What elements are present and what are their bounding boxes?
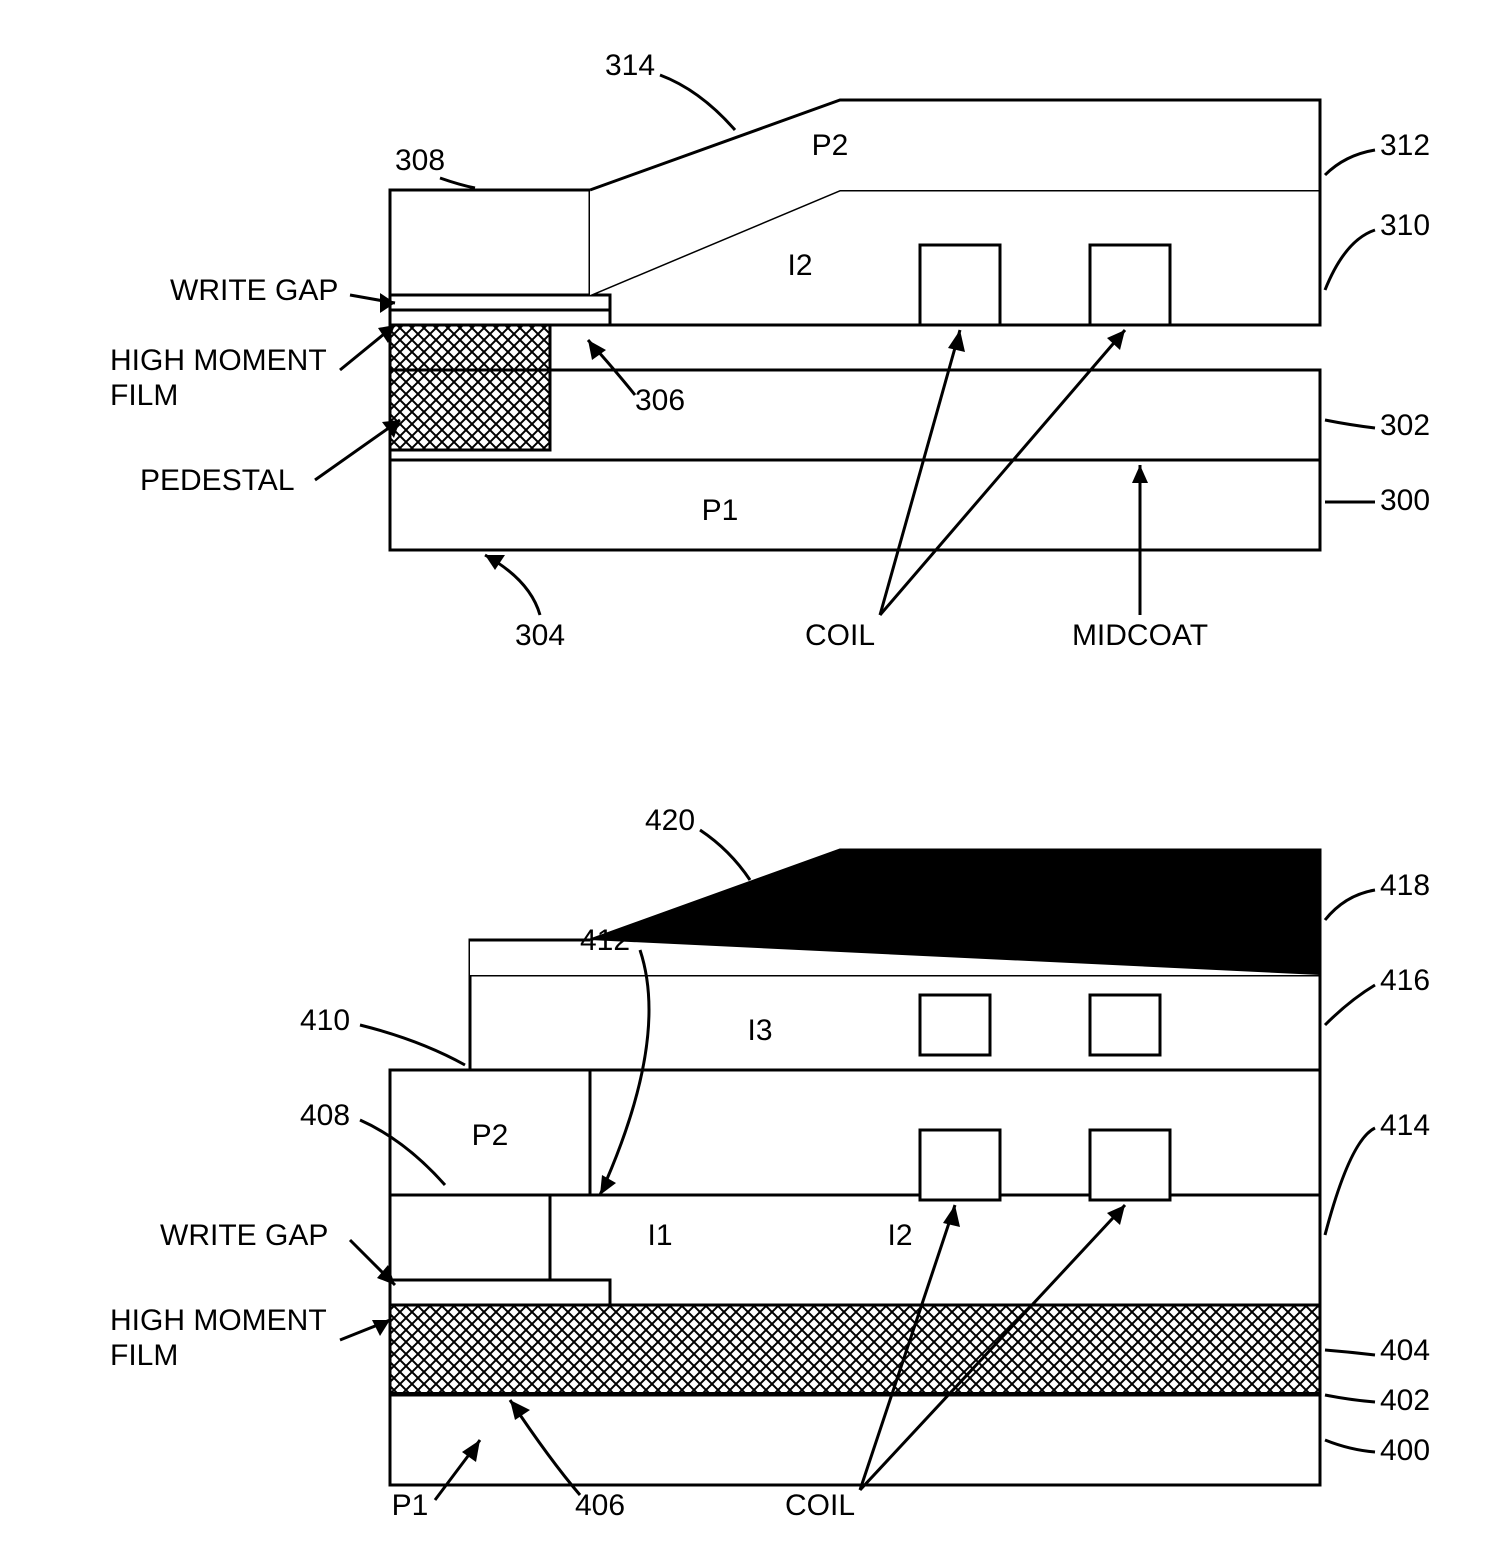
fig2-i3-region	[470, 975, 1320, 1070]
fig2-hm-label-2: FILM	[110, 1339, 178, 1372]
ref-310: 310	[1380, 209, 1430, 242]
fig2-p1-layer	[390, 1395, 1320, 1485]
fig2-ref-420: 420	[645, 804, 695, 837]
p2-label: P2	[812, 129, 849, 162]
ref-312: 312	[1380, 129, 1430, 162]
fig2-ref-404: 404	[1380, 1334, 1430, 1367]
fig2-ref-412: 412	[580, 924, 630, 957]
fig2-ref-414: 414	[1380, 1109, 1430, 1142]
pedestal	[390, 325, 550, 450]
fig2-hm-label-1: HIGH MOMENT	[110, 1304, 327, 1337]
ref-306: 306	[635, 384, 685, 417]
figure-1: P1 I2 P2 WRITE GAP HIGH MOMENT FILM PEDE…	[110, 49, 1430, 652]
fig2-p3-label: P3	[822, 884, 859, 917]
ref-302: 302	[1380, 409, 1430, 442]
fig2-write-gap-layer	[390, 1280, 610, 1305]
fig2-ref-408: 408	[300, 1099, 350, 1132]
fig2-coil-lower-2	[1090, 1130, 1170, 1200]
fig2-write-gap-label: WRITE GAP	[160, 1219, 328, 1252]
ref-304: 304	[515, 619, 565, 652]
write-gap-label: WRITE GAP	[170, 274, 338, 307]
fig2-p2-label: P2	[472, 1119, 509, 1152]
fig2-coil-upper-2	[1090, 995, 1160, 1055]
fig2-ref-416: 416	[1380, 964, 1430, 997]
fig2-hm-layer	[390, 1305, 1320, 1395]
fig2-ref-410: 410	[300, 1004, 350, 1037]
diagram-svg: P1 I2 P2 WRITE GAP HIGH MOMENT FILM PEDE…	[40, 40, 1458, 1520]
fig2-ref-402: 402	[1380, 1384, 1430, 1417]
high-moment-film-label: HIGH MOMENT	[110, 344, 327, 377]
ref-308: 308	[395, 144, 445, 177]
fig2-i1-label: I1	[647, 1219, 672, 1252]
fig2-coil-upper-1	[920, 995, 990, 1055]
write-gap-layer	[390, 295, 610, 310]
fig2-coil-label: COIL	[785, 1489, 855, 1520]
fig2-i2-label: I2	[887, 1219, 912, 1252]
p1-label: P1	[702, 494, 739, 527]
svg-text:FILM: FILM	[110, 379, 178, 412]
coil-1	[920, 245, 1000, 325]
high-moment-film-layer	[390, 310, 610, 325]
figure-2: I2 I1 P2 I3 P3 WRITE GAP HIGH MOMENT FIL…	[110, 804, 1430, 1520]
i2-label: I2	[787, 249, 812, 282]
fig2-ref-406: 406	[575, 1489, 625, 1520]
ref-300: 300	[1380, 484, 1430, 517]
fig2-coil-lower-1	[920, 1130, 1000, 1200]
pedestal-label: PEDESTAL	[140, 464, 295, 497]
fig2-ref-418: 418	[1380, 869, 1430, 902]
midcoat-label: MIDCOAT	[1072, 619, 1208, 652]
fig2-notch	[390, 1195, 550, 1280]
p1-layer	[390, 460, 1320, 550]
fig2-ref-400: 400	[1380, 1434, 1430, 1467]
fig2-p1-label: P1	[392, 1489, 429, 1520]
coil-label: COIL	[805, 619, 875, 652]
ref-314: 314	[605, 49, 655, 82]
p2-front	[390, 190, 590, 295]
coil-2	[1090, 245, 1170, 325]
fig2-i3-label: I3	[747, 1014, 772, 1047]
